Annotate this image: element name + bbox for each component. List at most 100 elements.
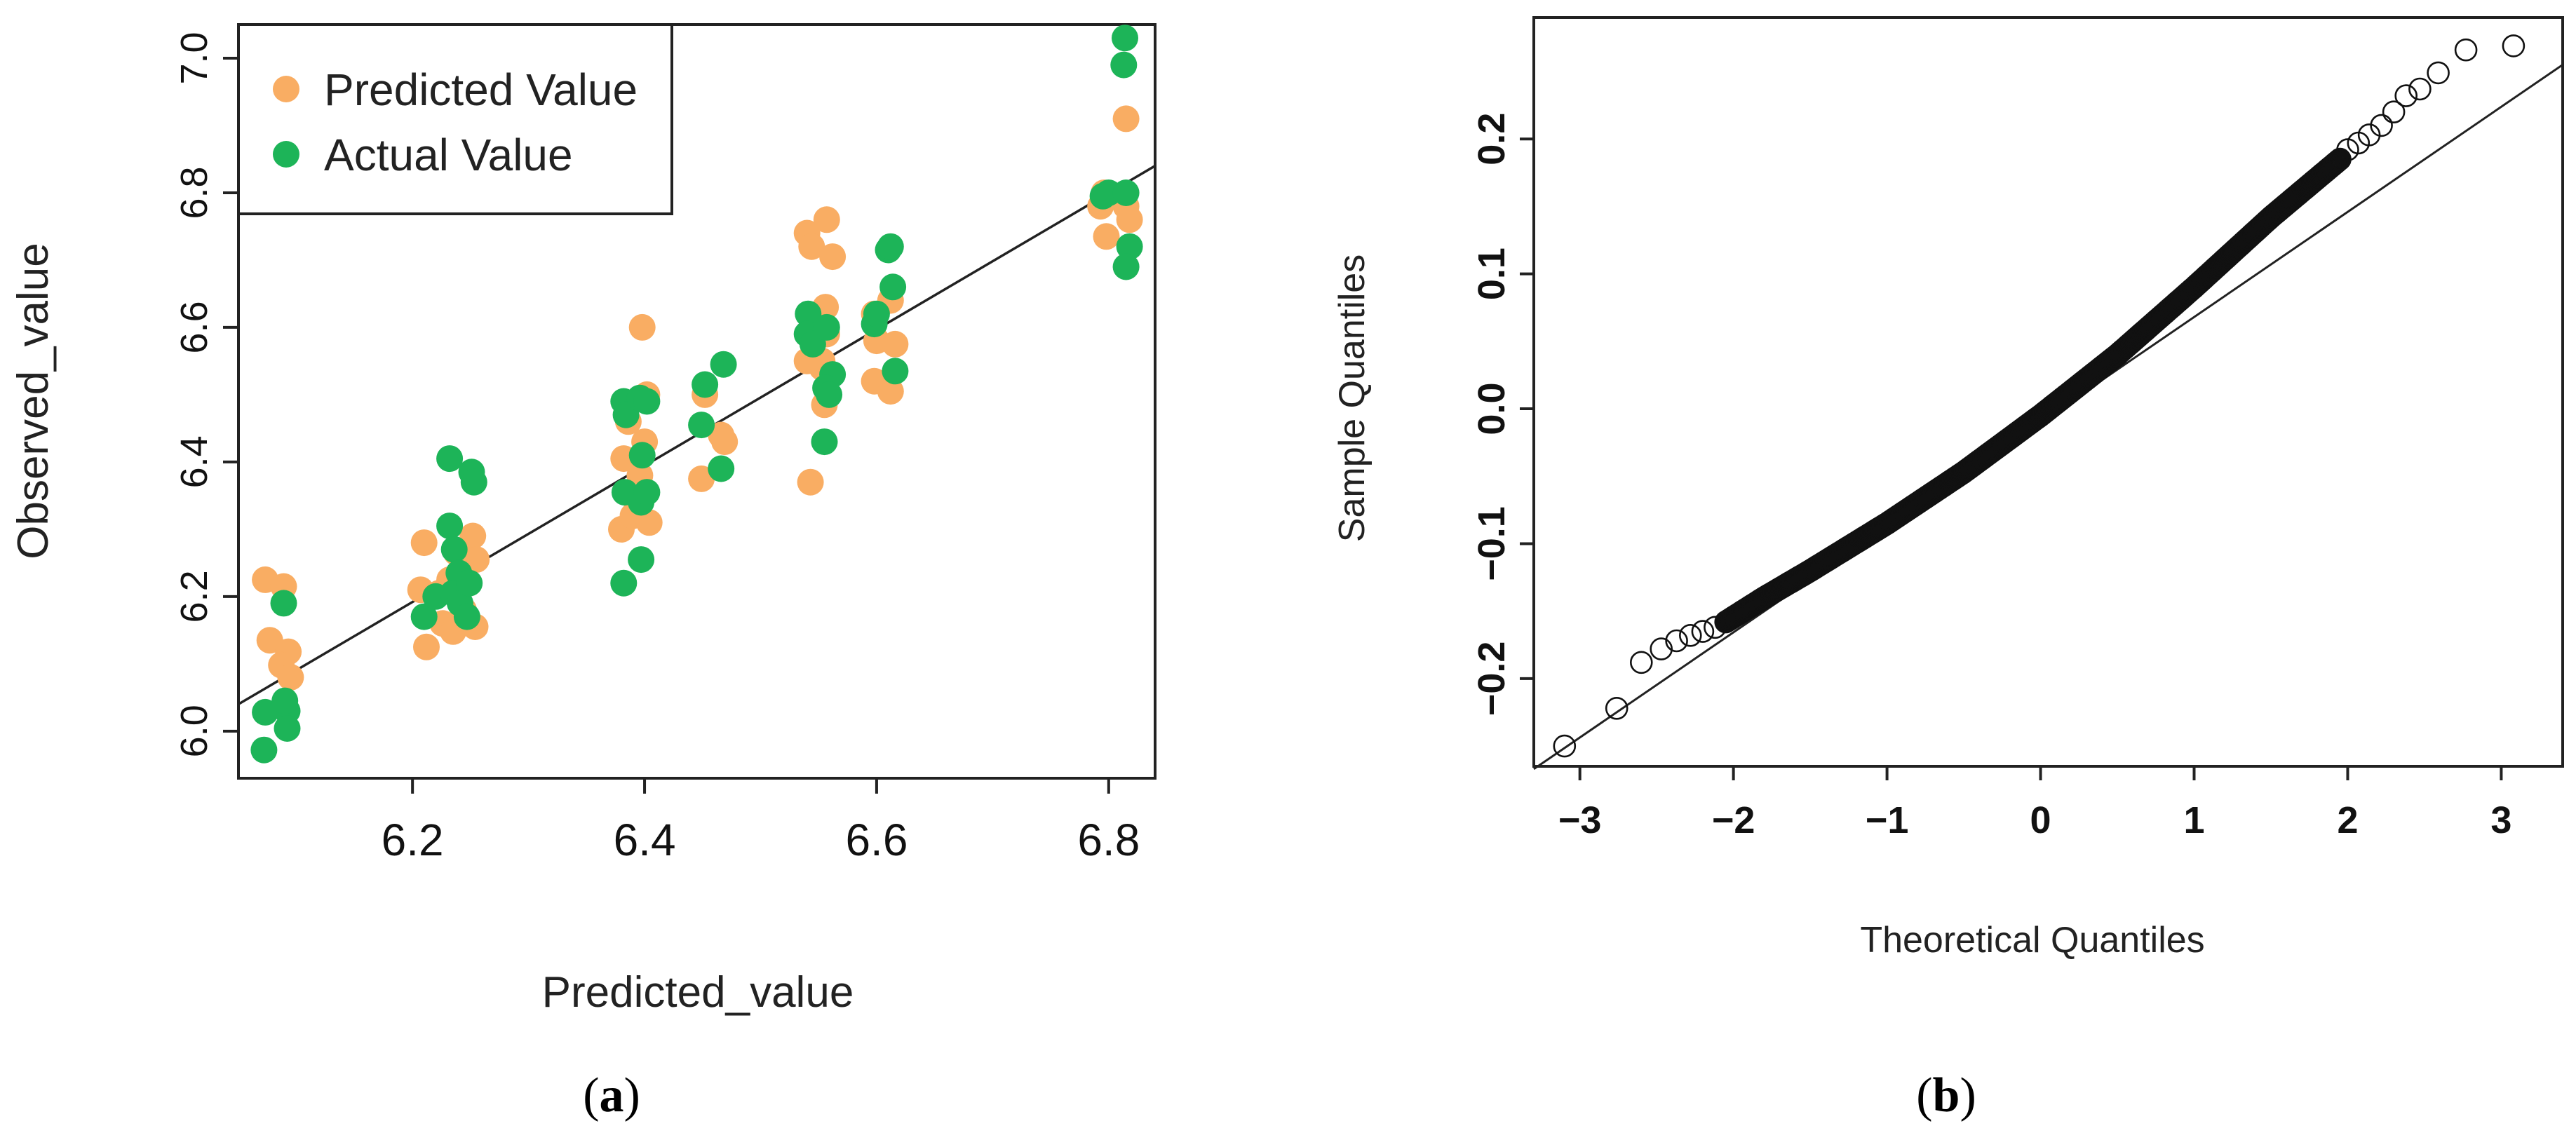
- legend-predicted-label: Predicted Value: [324, 65, 638, 115]
- legend: Predicted Value Actual Value: [237, 23, 673, 215]
- panel-a-actual-point-52: [1112, 253, 1140, 280]
- panel-a-actual-point-8: [436, 445, 464, 473]
- panel-a-actual-point-41: [863, 300, 890, 327]
- panel-a-actual-point-28: [692, 371, 719, 398]
- panel-a-predicted-point-46: [882, 330, 909, 358]
- panel-a-actual-point-27: [628, 546, 655, 574]
- panel-a-actual-point-43: [877, 233, 904, 260]
- panel-a-actual-point-39: [811, 428, 838, 456]
- panel-a-actual-point-45: [882, 358, 909, 385]
- panel-a-actual-point-5: [274, 715, 301, 742]
- panel-a-caption-close: ): [624, 1068, 640, 1122]
- panel-a-actual-point-23: [633, 388, 661, 415]
- panel-b-qq-tail-point-5: [1679, 623, 1702, 647]
- panel-b-qq-point: [2320, 154, 2343, 178]
- panel-a-actual-point-47: [1089, 182, 1117, 210]
- panel-a-y-tick-label-4: 6.8: [173, 166, 215, 219]
- panel-a-y-tick-label-3: 6.6: [173, 301, 215, 353]
- panel-a-actual-point-48: [1112, 25, 1138, 52]
- panel-b-qq-tail-point-14: [2408, 77, 2432, 101]
- panel-a-actual-point-16: [456, 569, 483, 597]
- panel-b-x-tick-label-3: 0: [2030, 799, 2051, 841]
- panel-a-x-tick-label-1: 6.4: [614, 815, 676, 865]
- panel-a-predicted-point-14: [459, 522, 487, 550]
- panel-a-predicted-point-6: [410, 529, 438, 557]
- panel-a-actual-point-35: [813, 313, 840, 341]
- panel-a-actual-point-44: [879, 273, 907, 301]
- panel-a-actual-point-31: [708, 455, 735, 482]
- panel-b-y-tick-label-3: 0.1: [1471, 247, 1513, 300]
- panel-b-qq-tail-point-11: [2370, 114, 2393, 137]
- panel-a-actual-point-15: [460, 468, 487, 496]
- panel-a-actual-point-50: [1112, 179, 1140, 206]
- panel-b-qq-tail-point-16: [2454, 38, 2478, 62]
- panel-b-x-tick-label-5: 2: [2337, 799, 2358, 841]
- panel-b-y-tick-label-1: −0.1: [1471, 506, 1513, 581]
- panel-a-predicted-point-8: [413, 633, 440, 660]
- panel-a-predicted-point-53: [1116, 206, 1143, 233]
- panel-a-y-tick-label-5: 7.0: [173, 32, 215, 84]
- panel-b-y-axis-label: Sample Quantiles: [1332, 255, 1373, 542]
- panel-a-predicted-point-47: [877, 378, 904, 405]
- panel-a-x-axis-label: Predicted_value: [542, 968, 854, 1017]
- legend-actual-label: Actual Value: [324, 130, 573, 180]
- panel-a-actual-point-32: [795, 300, 822, 327]
- panel-a-x-tick-label-3: 6.8: [1077, 815, 1140, 865]
- panel-b-qq-tail-point-15: [2427, 61, 2450, 85]
- panel-a-frame: [237, 23, 1156, 780]
- panel-a-predicted-point-51: [1112, 105, 1140, 133]
- panel-a-actual-point-2: [270, 590, 297, 617]
- panel-b-qq-tail-point-0: [1553, 734, 1577, 758]
- panel-b-qq-tail-point-2: [1630, 651, 1653, 674]
- panel-b-x-axis-label: Theoretical Quantiles: [1860, 920, 2204, 961]
- panel-b-qq-tail-point-4: [1665, 629, 1688, 653]
- panel-b-qq-tail-point-13: [2394, 84, 2417, 107]
- panel-b-x-tick-label-6: 3: [2490, 799, 2511, 841]
- panel-b: −3 −2 −1 0 1 2 3 −0.2 −0.1 0.0 0.1 0.2 Theoretical …: [1332, 16, 2564, 1122]
- panel-b-qq-tail-point-12: [2382, 100, 2406, 123]
- panel-a-predicted-point-30: [711, 428, 739, 456]
- panel-a-predicted-point-36: [813, 206, 840, 233]
- panel-b-caption-close: ): [1960, 1068, 1976, 1122]
- panel-a-actual-point-9: [436, 513, 464, 540]
- panel-a-actual-point-38: [816, 381, 843, 408]
- panel-a-actual-point-49: [1110, 51, 1138, 79]
- panel-b-y-tick-label-0: −0.2: [1471, 642, 1513, 717]
- panel-a-actual-point-0: [252, 698, 279, 726]
- panel-a-predicted-point-34: [797, 468, 824, 496]
- panel-a-caption-open: (: [583, 1068, 599, 1122]
- panel-b-x-tick-label-1: −2: [1712, 799, 1755, 841]
- panel-b-qq-tail-point-6: [1691, 620, 1715, 643]
- panel-a-caption-letter: a: [600, 1068, 624, 1122]
- panel-a-actual-point-29: [688, 412, 715, 439]
- legend-box: [237, 23, 673, 215]
- panel-b-frame: [1532, 16, 2564, 768]
- panel-b-caption-letter: b: [1933, 1068, 1960, 1122]
- panel-a-actual-point-51: [1116, 233, 1143, 260]
- panel-a-y-tick-label-1: 6.2: [173, 570, 215, 623]
- panel-a-actual-point-4: [271, 687, 299, 714]
- panel-b-qq-tail-point-7: [1704, 616, 1727, 639]
- panel-a-x-tick-label-2: 6.6: [845, 815, 908, 865]
- panel-b-qq-point: [2322, 152, 2346, 176]
- panel-a-actual-point-17: [453, 603, 480, 630]
- panel-a-actual-point-24: [628, 442, 656, 469]
- legend-predicted-marker: [273, 76, 299, 102]
- panel-b-caption: (b): [1916, 1068, 1976, 1122]
- panel-a-y-axis-label: Observed_value: [9, 243, 58, 559]
- panel-b-x-tick-label-2: −1: [1866, 799, 1909, 841]
- panel-b-y-tick-label-4: 0.2: [1471, 113, 1513, 165]
- panel-b-qq-tail-point-3: [1650, 637, 1673, 660]
- panel-b-x-tick-label-0: −3: [1558, 799, 1602, 841]
- panel-a-y-tick-label-2: 6.4: [173, 435, 215, 488]
- panel-b-y-tick-label-2: 0.0: [1471, 383, 1513, 435]
- panel-a: 6.2 6.4 6.6 6.8 6.0 6.2 6.4 6.6 6.8 7.0 Predicted…: [9, 23, 1156, 1122]
- panel-a-predicted-point-37: [819, 243, 847, 271]
- panel-a-predicted-point-22: [628, 313, 656, 341]
- panel-a-predicted-point-50: [1093, 223, 1120, 250]
- panel-a-actual-point-6: [410, 603, 438, 630]
- panel-b-x-tick-label-4: 1: [2183, 799, 2204, 841]
- panel-b-qq-point: [2321, 154, 2345, 177]
- panel-a-actual-point-21: [610, 569, 638, 597]
